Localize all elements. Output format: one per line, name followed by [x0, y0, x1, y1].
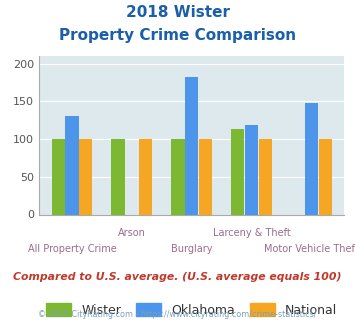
- Bar: [65, 116, 78, 214]
- Text: © 2025 CityRating.com - https://www.cityrating.com/crime-statistics/: © 2025 CityRating.com - https://www.city…: [38, 310, 317, 319]
- Bar: [51, 139, 65, 214]
- Text: Arson: Arson: [118, 228, 146, 238]
- Text: All Property Crime: All Property Crime: [28, 244, 116, 254]
- Text: Property Crime Comparison: Property Crime Comparison: [59, 28, 296, 43]
- Bar: [259, 139, 272, 214]
- Text: Motor Vehicle Theft: Motor Vehicle Theft: [264, 244, 355, 254]
- Bar: [245, 125, 258, 214]
- Text: Burglary: Burglary: [171, 244, 212, 254]
- Bar: [111, 139, 125, 214]
- Bar: [139, 139, 152, 214]
- Bar: [171, 139, 185, 214]
- Bar: [318, 139, 332, 214]
- Bar: [199, 139, 212, 214]
- Legend: Wister, Oklahoma, National: Wister, Oklahoma, National: [46, 303, 337, 317]
- Bar: [231, 129, 244, 214]
- Text: Larceny & Theft: Larceny & Theft: [213, 228, 290, 238]
- Bar: [79, 139, 92, 214]
- Text: Compared to U.S. average. (U.S. average equals 100): Compared to U.S. average. (U.S. average …: [13, 272, 342, 282]
- Text: 2018 Wister: 2018 Wister: [126, 5, 229, 20]
- Bar: [305, 103, 318, 214]
- Bar: [185, 77, 198, 214]
